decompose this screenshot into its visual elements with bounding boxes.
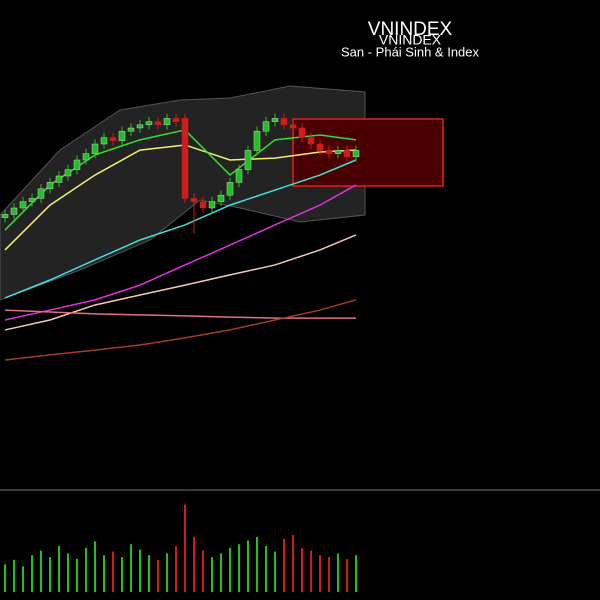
indicator-line — [4, 309, 356, 319]
candle-body — [271, 118, 279, 122]
indicator-line — [4, 299, 357, 361]
candle-body — [73, 159, 81, 170]
candle-body — [199, 201, 207, 209]
candle-body — [307, 137, 315, 145]
candle-body — [55, 175, 63, 183]
candle-body — [82, 153, 90, 161]
candle-body — [253, 130, 261, 151]
candle-body — [46, 182, 54, 190]
candle-body — [343, 150, 351, 158]
candle-body — [334, 150, 342, 154]
candle-body — [190, 198, 198, 202]
candle-body — [181, 118, 189, 199]
indicator-line — [4, 184, 357, 321]
candle-body — [280, 118, 288, 126]
candle-body — [163, 118, 171, 126]
exchange-label: San - Phái Sinh & Index — [341, 44, 480, 59]
candle-body — [226, 182, 234, 196]
candle-body — [37, 188, 45, 199]
candle-body — [28, 198, 36, 202]
candle-body — [118, 130, 126, 142]
highlight-box — [292, 118, 444, 187]
indicator-line — [4, 234, 357, 331]
candle-body — [262, 121, 270, 132]
candle-body — [289, 124, 297, 129]
chart-subtitle: VNINDEX — [379, 32, 442, 48]
candle-body — [316, 143, 324, 151]
candle-body — [217, 194, 225, 202]
candle-body — [19, 201, 27, 209]
candle-body — [145, 121, 153, 126]
candle-body — [64, 169, 72, 177]
candle-body — [172, 118, 180, 122]
candle-body — [235, 169, 243, 183]
candle-body — [352, 150, 360, 158]
candle-body — [91, 143, 99, 154]
candle-body — [100, 137, 108, 145]
indicator-line — [4, 159, 357, 299]
candle-body — [154, 121, 162, 126]
candle-body — [1, 214, 9, 218]
chart-title: VNINDEX — [368, 19, 453, 40]
candle-body — [10, 207, 18, 215]
candle-body — [325, 150, 333, 154]
candle-body — [244, 150, 252, 170]
candle-body — [208, 201, 216, 209]
candle-body — [109, 137, 117, 142]
candle-body — [136, 124, 144, 129]
candle-body — [127, 127, 135, 132]
candle-body — [298, 127, 306, 138]
